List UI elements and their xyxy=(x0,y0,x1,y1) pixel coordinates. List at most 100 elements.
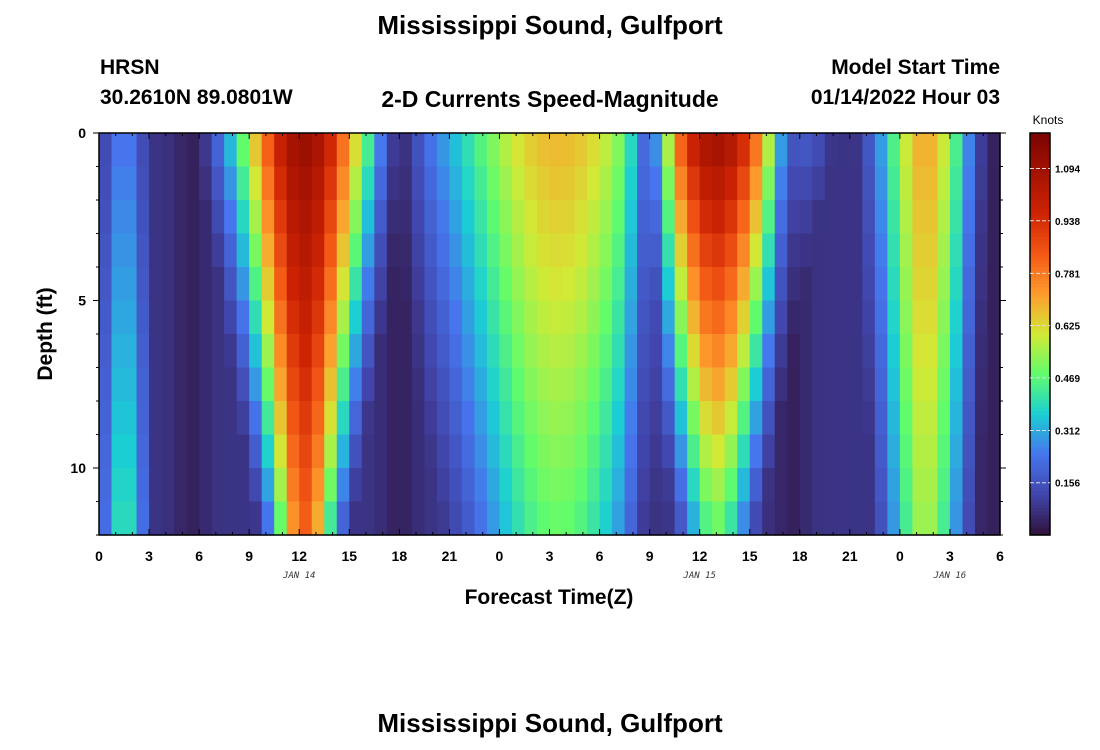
heatmap-cell xyxy=(662,133,676,168)
colorbar-segment xyxy=(1030,213,1050,218)
heatmap-cell xyxy=(874,501,888,536)
heatmap-cell xyxy=(737,501,751,536)
heatmap-cell xyxy=(874,401,888,436)
heatmap-cell xyxy=(624,434,638,469)
colorbar-segment xyxy=(1030,414,1050,419)
heatmap-cell xyxy=(624,300,638,335)
heatmap-cell xyxy=(712,501,726,536)
heatmap-cell xyxy=(837,200,851,235)
heatmap-cell xyxy=(799,300,813,335)
heatmap-cell xyxy=(712,300,726,335)
heatmap-cell xyxy=(962,334,976,369)
heatmap-cell xyxy=(862,468,876,503)
heatmap-cell xyxy=(712,434,726,469)
x-tick-label: 15 xyxy=(341,548,357,564)
heatmap-cell xyxy=(124,300,138,335)
heatmap-cell xyxy=(449,166,463,201)
date-label: JAN 14 xyxy=(282,571,316,581)
heatmap-cell xyxy=(912,401,926,436)
heatmap-cell xyxy=(624,166,638,201)
heatmap-cell xyxy=(824,300,838,335)
heatmap-cell xyxy=(511,200,526,235)
heatmap-cell xyxy=(549,334,563,369)
heatmap-cell xyxy=(436,434,450,469)
heatmap-cell xyxy=(737,233,751,268)
heatmap-cell xyxy=(149,468,163,503)
heatmap-cell xyxy=(436,468,450,503)
colorbar-segment xyxy=(1030,344,1050,348)
heatmap-cell xyxy=(249,267,263,302)
heatmap-cell xyxy=(474,166,488,201)
heatmap-cell xyxy=(136,501,150,536)
heatmap-cell xyxy=(136,300,150,335)
heatmap-cell xyxy=(274,267,288,302)
heatmap-cell xyxy=(874,133,888,168)
chart-subtitle: 2-D Currents Speed-Magnitude xyxy=(381,86,719,112)
x-tick-label: 0 xyxy=(896,548,904,564)
heatmap-cell xyxy=(261,468,275,503)
heatmap-cell xyxy=(724,133,738,168)
heatmap-cell xyxy=(712,200,726,235)
heatmap-cell xyxy=(837,401,851,436)
heatmap-cell xyxy=(424,200,438,235)
heatmap-cell xyxy=(837,133,851,168)
heatmap-cell xyxy=(424,334,438,369)
heatmap-cell xyxy=(399,267,413,302)
heatmap-cell xyxy=(687,501,701,536)
heatmap-cell xyxy=(111,267,125,302)
heatmap-cell xyxy=(574,267,588,302)
heatmap-cell xyxy=(662,300,676,335)
heatmap-cell xyxy=(787,233,801,268)
heatmap-cell xyxy=(174,401,188,436)
heatmap-cell xyxy=(349,133,363,168)
heatmap-cell xyxy=(987,401,1001,436)
colorbar-segment xyxy=(1030,501,1050,506)
heatmap-cell xyxy=(99,501,113,536)
heatmap-cell xyxy=(499,501,513,536)
heatmap-cell xyxy=(949,233,964,268)
heatmap-cell xyxy=(774,434,788,469)
heatmap-cell xyxy=(849,501,863,536)
heatmap-cell xyxy=(174,367,188,402)
heatmap-cell xyxy=(99,401,113,436)
heatmap-cell xyxy=(812,468,826,503)
heatmap-cell xyxy=(311,300,325,335)
heatmap-cell xyxy=(311,401,325,436)
colorbar-segment xyxy=(1030,471,1050,476)
heatmap-cell xyxy=(774,401,788,436)
colorbar-segment xyxy=(1030,297,1050,302)
heatmap-cell xyxy=(574,200,588,235)
heatmap-cell xyxy=(361,468,375,503)
heatmap-cell xyxy=(199,300,213,335)
heatmap-cell xyxy=(987,501,1001,536)
heatmap-cell xyxy=(436,401,450,436)
heatmap-cell xyxy=(687,133,701,168)
heatmap-cell xyxy=(386,334,400,369)
colorbar-segment xyxy=(1030,256,1050,261)
x-tick-label: 21 xyxy=(842,548,858,564)
heatmap-cell xyxy=(374,300,388,335)
heatmap-cell xyxy=(224,166,238,201)
heatmap-cell xyxy=(887,501,901,536)
heatmap-cell xyxy=(249,334,263,369)
heatmap-cell xyxy=(987,300,1001,335)
heatmap-cell xyxy=(874,334,888,369)
x-tick-label: 3 xyxy=(145,548,153,564)
colorbar-segment xyxy=(1030,528,1050,533)
heatmap-cell xyxy=(949,367,964,402)
heatmap-cell xyxy=(887,133,901,168)
heatmap-cell xyxy=(474,334,488,369)
heatmap-cell xyxy=(774,200,788,235)
heatmap-cell xyxy=(737,401,751,436)
heatmap-cell xyxy=(724,501,738,536)
heatmap-cell xyxy=(599,501,613,536)
colorbar-segment xyxy=(1030,273,1050,278)
heatmap-cell xyxy=(712,468,726,503)
heatmap-cell xyxy=(424,434,438,469)
heatmap-cell xyxy=(274,367,288,402)
heatmap-cell xyxy=(336,367,350,402)
heatmap-cell xyxy=(562,133,576,168)
colorbar-segment xyxy=(1030,431,1050,436)
heatmap-cell xyxy=(199,434,213,469)
colorbar-segment xyxy=(1030,360,1050,365)
